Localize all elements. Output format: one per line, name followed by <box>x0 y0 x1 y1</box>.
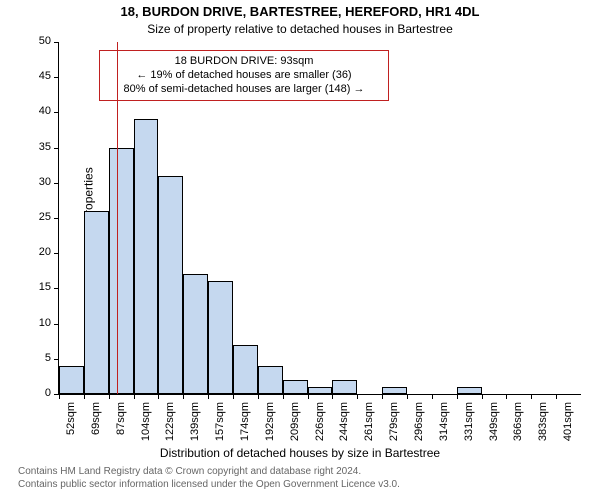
y-tick-mark <box>54 112 59 113</box>
x-tick-label: 52sqm <box>65 402 77 452</box>
y-tick-label: 45 <box>29 70 51 82</box>
bar <box>332 380 357 394</box>
x-tick-mark <box>84 394 85 399</box>
bar <box>109 148 134 394</box>
y-tick-mark <box>54 288 59 289</box>
y-tick-label: 50 <box>29 35 51 47</box>
y-tick-label: 10 <box>29 317 51 329</box>
x-tick-label: 226sqm <box>314 402 326 452</box>
x-tick-mark <box>407 394 408 399</box>
x-tick-label: 209sqm <box>289 402 301 452</box>
x-tick-label: 69sqm <box>90 402 102 452</box>
x-tick-label: 261sqm <box>363 402 375 452</box>
x-tick-mark <box>183 394 184 399</box>
reference-line <box>117 42 118 394</box>
chart-title: 18, BURDON DRIVE, BARTESTREE, HEREFORD, … <box>0 4 600 19</box>
bar <box>233 345 258 394</box>
x-tick-mark <box>482 394 483 399</box>
y-tick-label: 35 <box>29 141 51 153</box>
bar <box>84 211 109 394</box>
x-tick-mark <box>109 394 110 399</box>
x-tick-label: 87sqm <box>115 402 127 452</box>
bar <box>457 387 482 394</box>
y-tick-mark <box>54 253 59 254</box>
y-tick-mark <box>54 42 59 43</box>
x-tick-mark <box>531 394 532 399</box>
x-tick-label: 244sqm <box>338 402 350 452</box>
annotation-box: 18 BURDON DRIVE: 93sqm ← 19% of detached… <box>99 50 389 101</box>
x-tick-mark <box>283 394 284 399</box>
bar <box>283 380 308 394</box>
footer-text: Contains HM Land Registry data © Crown c… <box>18 466 400 491</box>
x-tick-label: 401sqm <box>562 402 574 452</box>
bar <box>382 387 407 394</box>
x-tick-mark <box>59 394 60 399</box>
y-tick-mark <box>54 183 59 184</box>
y-tick-label: 25 <box>29 211 51 223</box>
x-tick-label: 192sqm <box>264 402 276 452</box>
chart-root: { "title": "18, BURDON DRIVE, BARTESTREE… <box>0 0 600 500</box>
x-tick-mark <box>382 394 383 399</box>
x-tick-mark <box>134 394 135 399</box>
x-tick-mark <box>308 394 309 399</box>
footer-line2: Contains public sector information licen… <box>18 479 400 492</box>
y-tick-label: 30 <box>29 176 51 188</box>
x-tick-label: 279sqm <box>388 402 400 452</box>
y-tick-mark <box>54 359 59 360</box>
x-tick-label: 296sqm <box>413 402 425 452</box>
y-tick-label: 40 <box>29 105 51 117</box>
x-tick-label: 383sqm <box>537 402 549 452</box>
x-tick-label: 139sqm <box>189 402 201 452</box>
x-tick-mark <box>506 394 507 399</box>
x-tick-mark <box>332 394 333 399</box>
y-tick-label: 0 <box>29 387 51 399</box>
y-tick-label: 15 <box>29 281 51 293</box>
x-tick-label: 104sqm <box>140 402 152 452</box>
bar <box>158 176 183 394</box>
x-tick-label: 349sqm <box>488 402 500 452</box>
x-tick-mark <box>556 394 557 399</box>
bar <box>308 387 333 394</box>
y-tick-label: 5 <box>29 352 51 364</box>
bar <box>258 366 283 394</box>
plot-area: 18 BURDON DRIVE: 93sqm ← 19% of detached… <box>58 42 581 395</box>
y-tick-mark <box>54 324 59 325</box>
x-tick-label: 122sqm <box>164 402 176 452</box>
annotation-line2: ← 19% of detached houses are smaller (36… <box>106 69 382 83</box>
y-tick-mark <box>54 148 59 149</box>
x-tick-mark <box>208 394 209 399</box>
x-tick-label: 331sqm <box>463 402 475 452</box>
bar <box>208 281 233 394</box>
x-tick-mark <box>258 394 259 399</box>
x-tick-mark <box>233 394 234 399</box>
chart-subtitle: Size of property relative to detached ho… <box>0 22 600 36</box>
x-tick-label: 314sqm <box>438 402 450 452</box>
footer-line1: Contains HM Land Registry data © Crown c… <box>18 466 400 479</box>
bar <box>59 366 84 394</box>
annotation-line1: 18 BURDON DRIVE: 93sqm <box>106 55 382 69</box>
y-tick-label: 20 <box>29 246 51 258</box>
x-tick-mark <box>432 394 433 399</box>
bar <box>134 119 159 394</box>
y-tick-mark <box>54 77 59 78</box>
annotation-line3: 80% of semi-detached houses are larger (… <box>106 83 382 97</box>
x-tick-mark <box>457 394 458 399</box>
x-axis-label: Distribution of detached houses by size … <box>0 446 600 460</box>
bar <box>183 274 208 394</box>
x-tick-mark <box>357 394 358 399</box>
x-tick-label: 174sqm <box>239 402 251 452</box>
x-tick-label: 157sqm <box>214 402 226 452</box>
x-tick-mark <box>158 394 159 399</box>
x-tick-label: 366sqm <box>512 402 524 452</box>
y-tick-mark <box>54 218 59 219</box>
